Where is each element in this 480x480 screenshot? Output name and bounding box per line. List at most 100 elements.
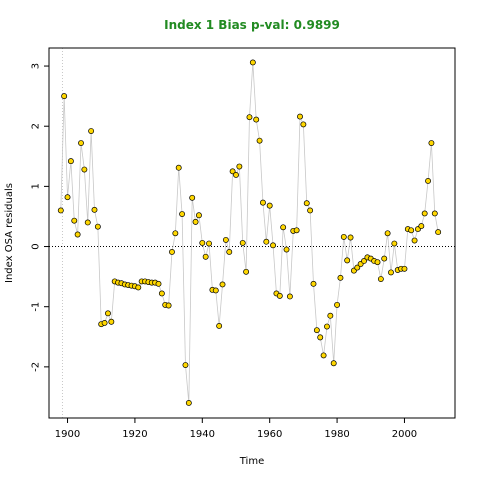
y-tick-label: 3 bbox=[31, 63, 42, 69]
data-point bbox=[239, 239, 246, 246]
x-tick-label: 1900 bbox=[55, 429, 80, 440]
data-point bbox=[253, 116, 260, 123]
data-point bbox=[293, 227, 300, 234]
data-point bbox=[212, 287, 219, 294]
plot-area bbox=[49, 48, 455, 418]
data-point bbox=[185, 400, 192, 406]
data-point bbox=[105, 310, 111, 317]
data-point bbox=[165, 302, 172, 309]
data-point bbox=[182, 362, 189, 369]
data-point bbox=[280, 224, 287, 231]
data-point bbox=[408, 227, 415, 234]
data-point bbox=[243, 268, 250, 275]
data-point bbox=[155, 280, 162, 287]
data-point bbox=[94, 223, 101, 230]
plot-frame bbox=[48, 47, 456, 419]
data-point bbox=[377, 276, 384, 282]
y-tick-label: -2 bbox=[31, 362, 42, 372]
data-point bbox=[431, 210, 438, 217]
data-point bbox=[172, 230, 179, 237]
y-tick-label: 2 bbox=[31, 123, 42, 129]
data-point bbox=[189, 194, 196, 201]
data-point bbox=[202, 253, 209, 260]
data-point bbox=[169, 249, 175, 255]
data-point bbox=[283, 246, 290, 253]
data-point bbox=[246, 114, 253, 121]
data-point bbox=[229, 168, 236, 175]
data-point bbox=[317, 334, 324, 341]
y-tick-label: -1 bbox=[31, 302, 42, 312]
data-point bbox=[388, 269, 394, 276]
data-point bbox=[411, 237, 418, 244]
data-point bbox=[384, 230, 391, 237]
x-tick-label: 1960 bbox=[257, 429, 282, 440]
y-tick-label: 1 bbox=[31, 183, 42, 189]
y-tick-label: 0 bbox=[31, 243, 42, 249]
data-point bbox=[334, 301, 341, 308]
data-point bbox=[266, 202, 273, 209]
data-point bbox=[330, 360, 337, 367]
data-point bbox=[57, 207, 64, 214]
data-point bbox=[195, 212, 202, 219]
data-point bbox=[307, 207, 314, 214]
data-point bbox=[324, 323, 330, 330]
data-point bbox=[418, 223, 425, 230]
data-point bbox=[276, 292, 283, 299]
data-point bbox=[310, 280, 317, 287]
data-point bbox=[327, 312, 334, 319]
axes: 1900 1920 1940 1960 1980 2000 -2 -1 0 1 2 3 bbox=[31, 47, 456, 440]
data-point bbox=[216, 323, 223, 329]
data-point bbox=[354, 264, 361, 271]
data-point bbox=[374, 259, 381, 266]
data-point bbox=[340, 233, 347, 240]
data-point bbox=[88, 128, 95, 134]
data-point bbox=[421, 210, 428, 217]
data-point bbox=[67, 158, 74, 165]
data-point bbox=[81, 166, 88, 173]
data-point bbox=[256, 137, 263, 144]
data-point bbox=[270, 242, 277, 249]
x-tick-label: 1920 bbox=[122, 429, 147, 440]
data-point bbox=[101, 319, 108, 326]
data-point bbox=[199, 239, 206, 246]
data-point bbox=[74, 231, 81, 238]
data-point bbox=[226, 249, 233, 255]
data-point bbox=[158, 290, 165, 297]
data-point bbox=[175, 164, 182, 171]
data-point bbox=[61, 93, 68, 100]
data-point bbox=[91, 206, 98, 213]
data-point bbox=[300, 121, 307, 128]
data-point bbox=[313, 327, 320, 334]
data-point bbox=[260, 199, 266, 206]
x-tick-label: 1940 bbox=[190, 429, 215, 440]
chart-title: Index 1 Bias p-val: 0.9899 bbox=[164, 18, 340, 32]
x-axis-label: Time bbox=[239, 456, 264, 467]
data-point bbox=[337, 274, 344, 281]
data-point bbox=[249, 59, 256, 66]
data-point bbox=[381, 255, 388, 262]
data-point bbox=[206, 240, 212, 247]
data-point bbox=[428, 140, 435, 147]
data-point bbox=[64, 194, 71, 201]
data-point bbox=[286, 293, 293, 300]
data-point bbox=[425, 178, 431, 184]
data-point bbox=[84, 219, 91, 226]
x-tick-label: 2000 bbox=[392, 429, 417, 440]
data-point bbox=[401, 265, 408, 272]
series-line bbox=[60, 62, 439, 403]
y-axis-label: Index OSA residuals bbox=[4, 183, 15, 283]
x-tick-label: 1980 bbox=[324, 429, 349, 440]
data-point bbox=[192, 218, 199, 225]
data-point bbox=[108, 318, 115, 325]
data-point bbox=[78, 140, 84, 147]
data-point bbox=[391, 240, 398, 247]
data-point bbox=[435, 229, 442, 236]
data-point bbox=[347, 234, 354, 241]
data-point bbox=[303, 200, 310, 207]
data-point bbox=[320, 352, 327, 359]
data-point bbox=[344, 257, 351, 264]
data-point bbox=[233, 171, 239, 178]
data-point bbox=[222, 236, 229, 243]
